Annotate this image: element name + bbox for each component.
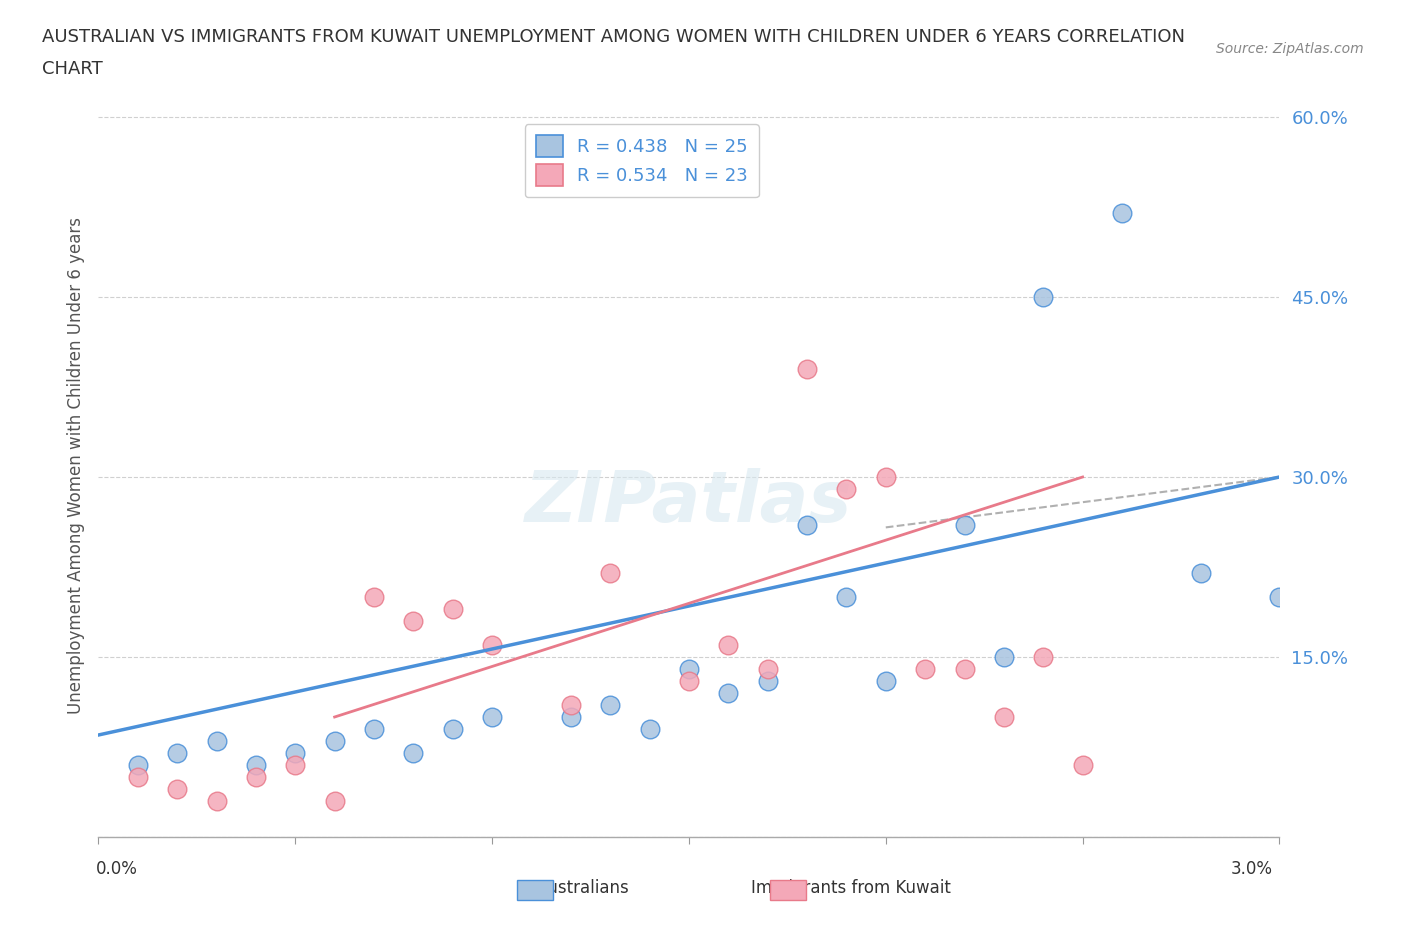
Point (1032, 289, 1054, 304)
Text: Australians: Australians (537, 879, 630, 897)
Point (717, 685, 740, 700)
Text: Source: ZipAtlas.com: Source: ZipAtlas.com (1216, 42, 1364, 56)
Point (127, 769, 149, 784)
Point (284, 758, 307, 773)
Text: 3.0%: 3.0% (1230, 860, 1272, 878)
Text: ZIPatlas: ZIPatlas (526, 468, 852, 537)
Point (441, 722, 464, 737)
Point (245, 758, 267, 773)
Point (1111, 206, 1133, 220)
Text: AUSTRALIAN VS IMMIGRANTS FROM KUWAIT UNEMPLOYMENT AMONG WOMEN WITH CHILDREN UNDE: AUSTRALIAN VS IMMIGRANTS FROM KUWAIT UNE… (42, 28, 1185, 46)
Point (441, 602, 464, 617)
Point (678, 673, 700, 688)
Point (875, 673, 897, 688)
Point (796, 362, 818, 377)
Legend: R = 0.438   N = 25, R = 0.534   N = 23: R = 0.438 N = 25, R = 0.534 N = 23 (524, 125, 759, 197)
Point (205, 793, 228, 808)
Point (245, 769, 267, 784)
Point (599, 698, 621, 712)
Point (560, 710, 582, 724)
Point (993, 649, 1015, 664)
Point (1268, 590, 1291, 604)
Point (756, 673, 779, 688)
Point (638, 722, 661, 737)
Point (323, 734, 346, 749)
Y-axis label: Unemployment Among Women with Children Under 6 years: Unemployment Among Women with Children U… (66, 217, 84, 713)
Point (835, 482, 858, 497)
Point (993, 710, 1015, 724)
Point (953, 661, 976, 676)
Point (835, 590, 858, 604)
Point (1071, 758, 1094, 773)
Point (481, 710, 503, 724)
Point (756, 661, 779, 676)
Point (717, 638, 740, 653)
Point (953, 518, 976, 533)
Point (875, 470, 897, 485)
Point (914, 661, 936, 676)
Text: 0.0%: 0.0% (96, 860, 138, 878)
Point (166, 746, 188, 761)
Point (560, 698, 582, 712)
Point (1032, 649, 1054, 664)
Text: Immigrants from Kuwait: Immigrants from Kuwait (751, 879, 950, 897)
Point (402, 614, 425, 629)
Point (284, 746, 307, 761)
Point (678, 661, 700, 676)
Point (323, 793, 346, 808)
Point (599, 565, 621, 580)
Point (127, 758, 149, 773)
Point (796, 518, 818, 533)
Point (166, 781, 188, 796)
Point (402, 746, 425, 761)
Point (363, 590, 385, 604)
Point (363, 722, 385, 737)
Point (481, 638, 503, 653)
Point (205, 734, 228, 749)
Point (1189, 565, 1212, 580)
Text: CHART: CHART (42, 60, 103, 78)
